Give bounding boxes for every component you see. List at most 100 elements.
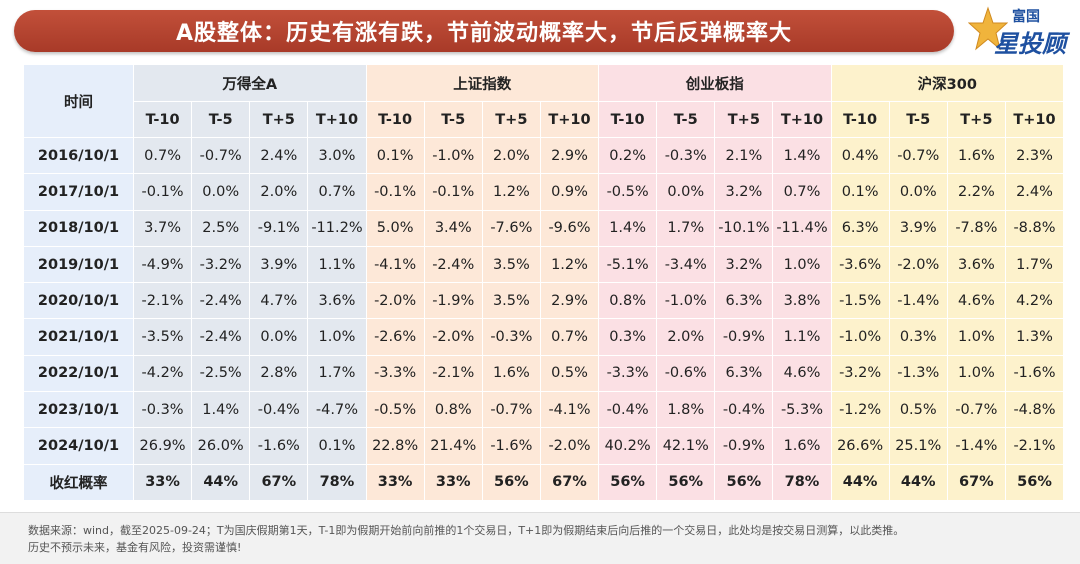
value-cell: 42.1% bbox=[656, 427, 716, 465]
value-cell: 67% bbox=[249, 463, 309, 501]
value-cell: 5.0% bbox=[365, 209, 425, 247]
value-cell: 1.8% bbox=[656, 391, 716, 429]
value-cell: -0.1% bbox=[365, 173, 425, 211]
value-cell: 6.3% bbox=[830, 209, 890, 247]
value-cell: -8.8% bbox=[1004, 209, 1065, 247]
value-cell: 0.3% bbox=[888, 318, 948, 356]
value-cell: -0.1% bbox=[132, 173, 193, 211]
sub-header-cell: T-5 bbox=[191, 101, 251, 138]
value-cell: -0.4% bbox=[598, 391, 658, 429]
value-cell: 1.3% bbox=[1004, 318, 1065, 356]
value-cell: -1.0% bbox=[423, 136, 483, 175]
value-cell: 3.8% bbox=[772, 282, 832, 320]
value-cell: 0.7% bbox=[539, 318, 600, 356]
row-date: 2019/10/1 bbox=[23, 245, 134, 284]
value-cell: -1.0% bbox=[656, 282, 716, 320]
value-cell: -3.2% bbox=[830, 354, 890, 393]
value-cell: -3.2% bbox=[191, 245, 251, 284]
value-cell: 1.4% bbox=[191, 391, 251, 429]
value-cell: 3.6% bbox=[307, 282, 367, 320]
value-cell: 1.6% bbox=[481, 354, 541, 393]
value-cell: -1.2% bbox=[830, 391, 890, 429]
value-cell: -0.7% bbox=[191, 136, 251, 175]
value-cell: 2.4% bbox=[1004, 173, 1065, 211]
value-cell: -1.3% bbox=[888, 354, 948, 393]
row-date: 2018/10/1 bbox=[23, 209, 134, 247]
page-title: A股整体：历史有涨有跌，节前波动概率大，节后反弹概率大 bbox=[175, 21, 793, 46]
value-cell: 2.9% bbox=[539, 136, 600, 175]
table-row: 2022/10/1 -4.2% -2.5% 2.8% 1.7% -3.3% -2.1% 1.6… bbox=[23, 354, 1065, 393]
value-cell: -2.5% bbox=[191, 354, 251, 393]
sub-header-cell: T-5 bbox=[656, 101, 716, 138]
value-cell: 78% bbox=[307, 463, 367, 501]
value-cell: -2.6% bbox=[365, 318, 425, 356]
table-row: 2023/10/1 -0.3% 1.4% -0.4% -4.7% -0.5% 0.8% -0.… bbox=[23, 391, 1065, 429]
value-cell: 26.9% bbox=[132, 427, 193, 465]
table-row: 2017/10/1 -0.1% 0.0% 2.0% 0.7% -0.1% -0.1% 1.2%… bbox=[23, 173, 1065, 211]
sub-header-cell: T+10 bbox=[539, 101, 600, 138]
table-row: 2021/10/1 -3.5% -2.4% 0.0% 1.0% -2.6% -2.0% -0.… bbox=[23, 318, 1065, 356]
header-group-wind-a: 万得全A bbox=[133, 64, 367, 102]
value-cell: -0.6% bbox=[656, 354, 716, 393]
value-cell: 1.0% bbox=[946, 318, 1006, 356]
value-cell: -4.2% bbox=[132, 354, 193, 393]
value-cell: 3.7% bbox=[132, 209, 193, 247]
value-cell: 0.7% bbox=[307, 173, 367, 211]
value-cell: -0.7% bbox=[481, 391, 541, 429]
value-cell: -4.1% bbox=[365, 245, 425, 284]
value-cell: 1.2% bbox=[481, 173, 541, 211]
value-cell: 1.4% bbox=[598, 209, 658, 247]
table-row: 2016/10/1 0.7% -0.7% 2.4% 3.0% 0.1% -1.0% 2.0% 2… bbox=[23, 136, 1065, 175]
value-cell: 33% bbox=[365, 463, 425, 501]
value-cell: -0.3% bbox=[132, 391, 193, 429]
value-cell: 3.5% bbox=[481, 282, 541, 320]
value-cell: -5.3% bbox=[772, 391, 832, 429]
value-cell: -2.4% bbox=[191, 282, 251, 320]
value-cell: 0.9% bbox=[539, 173, 600, 211]
value-cell: 0.1% bbox=[365, 136, 425, 175]
row-date: 2017/10/1 bbox=[23, 173, 134, 211]
value-cell: 2.3% bbox=[1004, 136, 1065, 175]
value-cell: 1.7% bbox=[656, 209, 716, 247]
logo-bottom-text: 星投顾 bbox=[994, 30, 1066, 58]
value-cell: -2.1% bbox=[423, 354, 483, 393]
row-date: 2023/10/1 bbox=[23, 391, 134, 429]
value-cell: 0.0% bbox=[656, 173, 716, 211]
value-cell: 0.8% bbox=[423, 391, 483, 429]
value-cell: -5.1% bbox=[598, 245, 658, 284]
footnote: 数据来源：wind，截至2025-09-24；T为国庆假期第1天，T-1即为假期… bbox=[0, 512, 1080, 564]
value-cell: 78% bbox=[772, 463, 832, 501]
value-cell: 0.7% bbox=[132, 136, 193, 175]
value-cell: 6.3% bbox=[714, 354, 774, 393]
value-cell: -2.0% bbox=[365, 282, 425, 320]
value-cell: 4.7% bbox=[249, 282, 309, 320]
value-cell: 1.7% bbox=[1004, 245, 1065, 284]
sub-header-cell: T+10 bbox=[772, 101, 832, 138]
value-cell: 3.9% bbox=[888, 209, 948, 247]
value-cell: 2.1% bbox=[714, 136, 774, 175]
value-cell: -4.7% bbox=[307, 391, 367, 429]
value-cell: -3.6% bbox=[830, 245, 890, 284]
sub-header-cell: T+10 bbox=[1004, 101, 1065, 138]
footnote-line-1: 数据来源：wind，截至2025-09-24；T为国庆假期第1天，T-1即为假期… bbox=[28, 524, 905, 537]
value-cell: 33% bbox=[423, 463, 483, 501]
table-row: 收红概率 33% 44% 67% 78% 33% 33% 56% 67% 56% 56% 56% 78%… bbox=[23, 463, 1065, 501]
value-cell: 44% bbox=[888, 463, 948, 501]
value-cell: -1.0% bbox=[830, 318, 890, 356]
value-cell: 0.1% bbox=[307, 427, 367, 465]
value-cell: 2.8% bbox=[249, 354, 309, 393]
value-cell: -7.8% bbox=[946, 209, 1006, 247]
value-cell: 1.7% bbox=[307, 354, 367, 393]
value-cell: 44% bbox=[191, 463, 251, 501]
star-icon bbox=[968, 6, 1008, 51]
value-cell: 40.2% bbox=[598, 427, 658, 465]
value-cell: -0.7% bbox=[946, 391, 1006, 429]
value-cell: 25.1% bbox=[888, 427, 948, 465]
value-cell: -9.1% bbox=[249, 209, 309, 247]
value-cell: 26.6% bbox=[830, 427, 890, 465]
value-cell: -1.4% bbox=[888, 282, 948, 320]
value-cell: 3.2% bbox=[714, 245, 774, 284]
returns-table-wrapper: 时间 万得全A 上证指数 创业板指 沪深300 T-10 T-5 T+5 T+10 T-… bbox=[23, 64, 1065, 501]
value-cell: -0.4% bbox=[249, 391, 309, 429]
value-cell: -3.3% bbox=[365, 354, 425, 393]
